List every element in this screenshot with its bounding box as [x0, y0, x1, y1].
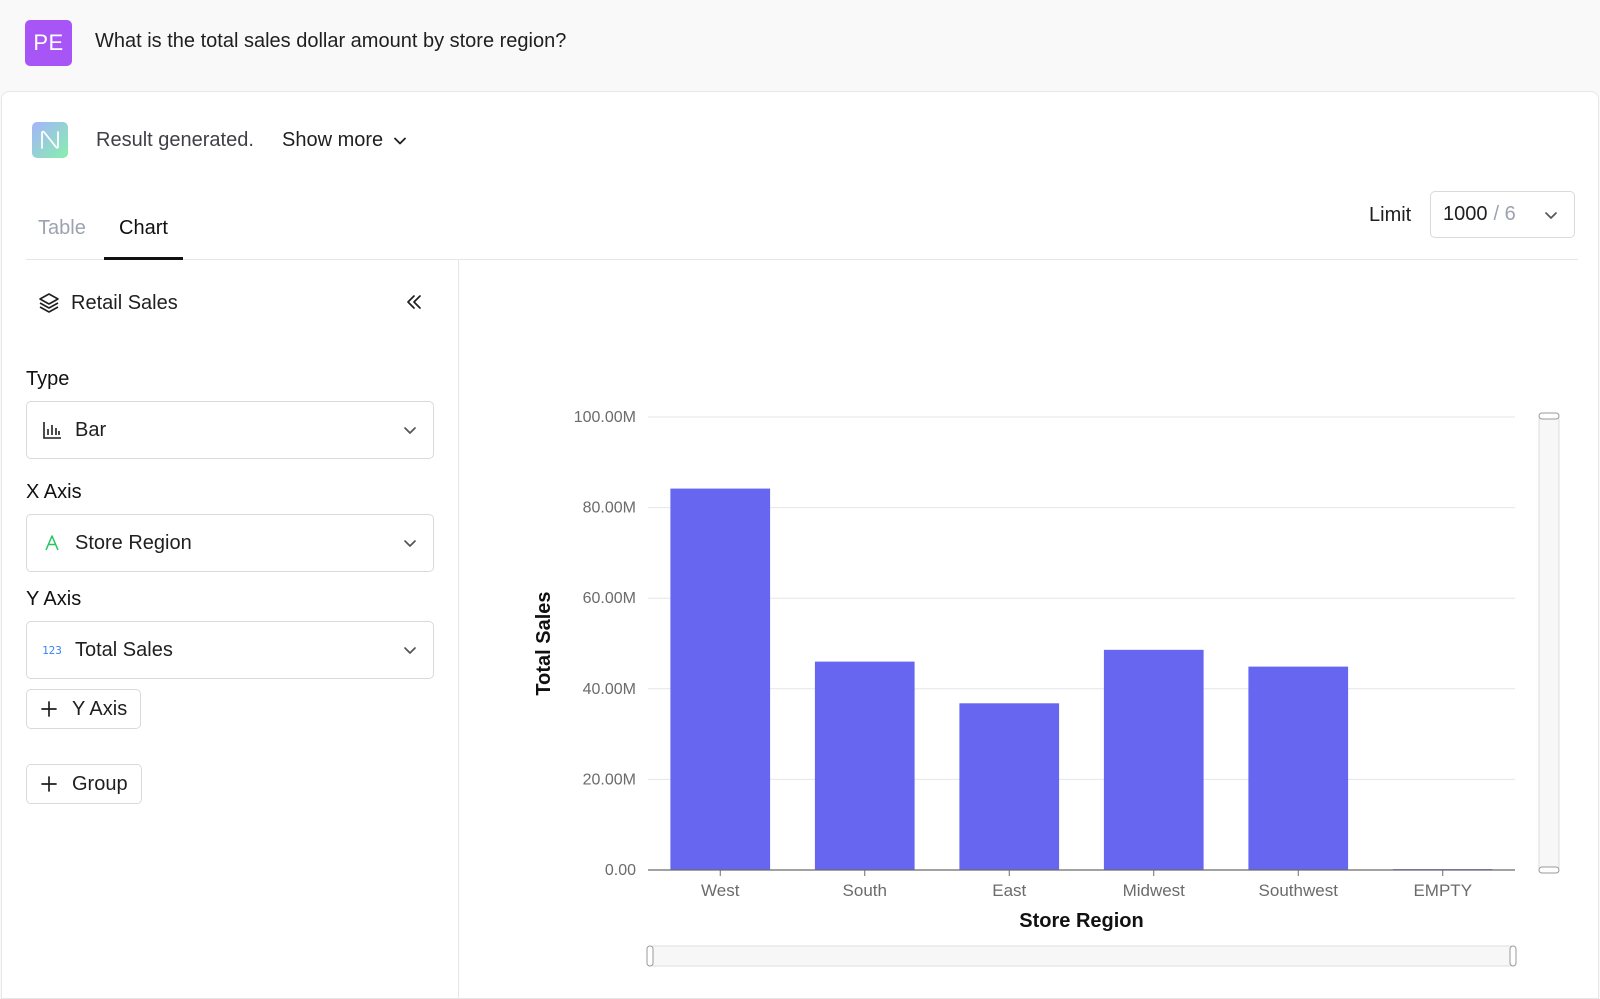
user-avatar: PE [25, 20, 72, 66]
x-tick-label: South [843, 881, 887, 900]
number-type-badge: 123 [42, 643, 62, 657]
y-axis-label: Y Axis [26, 588, 82, 610]
bar-southwest [1248, 666, 1349, 870]
chat-header: PE What is the total sales dollar amount… [0, 0, 1600, 91]
number-type-icon: 123 [41, 639, 63, 661]
x-zoom-handle-right [1509, 945, 1517, 967]
collapse-sidebar-button[interactable] [400, 288, 428, 316]
chevrons-left-icon [407, 295, 421, 309]
x-zoom-handle-left [646, 945, 654, 967]
limit-select[interactable]: 1000 / 6 [1430, 191, 1575, 238]
y-zoom-handle-bottom [1538, 866, 1560, 874]
x-axis-label: X Axis [26, 481, 82, 503]
x-tick-label: East [992, 881, 1026, 900]
plus-icon [41, 701, 57, 717]
bar-east [959, 703, 1060, 870]
chart-config-sidebar: Retail Sales Type Bar X Axis Store Regio… [2, 260, 459, 999]
x-tick-label: EMPTY [1413, 881, 1472, 900]
y-axis-value: Total Sales [75, 638, 173, 661]
y-axis-title: Total Sales [533, 591, 555, 695]
limit-label: Limit [1369, 204, 1412, 226]
string-type-icon [41, 532, 63, 554]
add-y-axis-button[interactable]: Y Axis [26, 689, 142, 729]
y-tick-label: 40.00M [583, 681, 636, 698]
x-tick-label: Midwest [1123, 881, 1186, 900]
bar-south [814, 661, 915, 870]
dataset-selector[interactable]: Retail Sales [37, 291, 178, 315]
chevron-down-icon [404, 427, 416, 434]
add-group-button[interactable]: Group [26, 764, 142, 804]
tab-chart[interactable]: Chart [104, 217, 183, 260]
bar-chart: 0.00 20.00M 40.00M 60.00M 80.00M 100.00M West S… [533, 409, 1560, 967]
chart-type-value: Bar [75, 418, 107, 441]
assistant-logo-icon [32, 122, 68, 158]
plus-icon [41, 776, 57, 792]
y-tick-label: 80.00M [583, 500, 636, 517]
y-tick-label: 100.00M [574, 409, 636, 426]
chevron-down-icon [404, 540, 416, 547]
view-tabs: Table Chart [26, 207, 1578, 260]
y-tick-label: 0.00 [605, 862, 636, 879]
x-zoom-slider [649, 945, 1514, 967]
tab-table[interactable]: Table [38, 217, 86, 239]
chevron-down-icon [394, 137, 407, 144]
x-tick-label: Southwest [1259, 881, 1339, 900]
limit-total: / 6 [1493, 203, 1516, 225]
result-status: Result generated. [96, 129, 254, 151]
show-more-label: Show more [282, 129, 384, 151]
limit-value: 1000 [1443, 203, 1488, 225]
y-tick-label: 20.00M [583, 771, 636, 788]
add-group-label: Group [72, 772, 128, 795]
y-zoom-slider [1538, 416, 1560, 871]
y-zoom-handle-top [1538, 412, 1560, 420]
chevron-down-icon [1545, 212, 1557, 219]
chart-type-select[interactable]: Bar [26, 401, 434, 459]
x-axis-select[interactable]: Store Region [26, 514, 434, 572]
x-axis-value: Store Region [75, 531, 192, 554]
bar-midwest [1103, 649, 1204, 870]
dataset-name: Retail Sales [71, 291, 178, 314]
y-axis-select[interactable]: 123 Total Sales [26, 621, 434, 679]
user-question: What is the total sales dollar amount by… [95, 30, 567, 52]
add-y-axis-label: Y Axis [72, 697, 128, 720]
bar-west [670, 488, 771, 870]
show-more-button[interactable]: Show more [282, 129, 407, 152]
y-tick-label: 60.00M [583, 590, 636, 607]
x-axis-title: Store Region [1019, 910, 1143, 932]
type-label: Type [26, 368, 70, 390]
layers-icon [39, 293, 59, 313]
bar-chart-icon [41, 419, 63, 441]
chevron-down-icon [404, 647, 416, 654]
x-tick-label: West [701, 881, 740, 900]
